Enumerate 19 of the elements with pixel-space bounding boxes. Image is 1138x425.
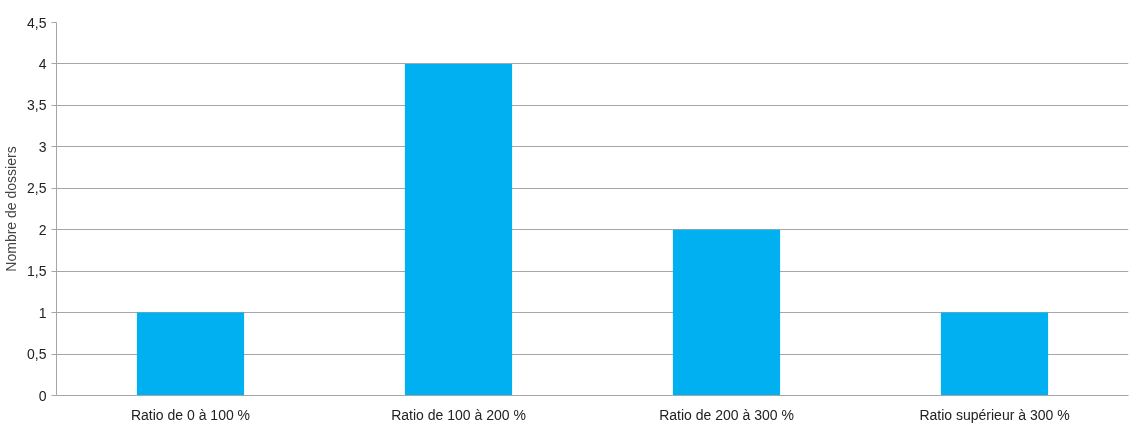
y-tick-label: 2 xyxy=(38,221,47,238)
y-tick-label: 4,5 xyxy=(27,14,47,31)
bar xyxy=(940,312,1049,396)
y-tick-label: 0 xyxy=(38,387,47,404)
x-tick-label: Ratio de 100 à 200 % xyxy=(391,406,526,423)
y-axis-title: Nombre de dossiers xyxy=(3,146,20,272)
y-tick-label: 3,5 xyxy=(27,97,47,114)
y-tick-label: 4 xyxy=(38,55,47,72)
y-tick-label: 0,5 xyxy=(27,346,47,363)
x-tick-label: Ratio supérieur à 300 % xyxy=(919,406,1070,423)
y-tick-label: 1 xyxy=(38,304,47,321)
bar xyxy=(136,312,245,396)
y-tick-label: 3 xyxy=(38,138,47,155)
y-tick-label: 1,5 xyxy=(27,263,47,280)
y-tick-label: 2,5 xyxy=(27,180,47,197)
x-tick-label: Ratio de 200 à 300 % xyxy=(659,406,794,423)
x-tick-label: Ratio de 0 à 100 % xyxy=(130,406,251,423)
bar xyxy=(404,63,513,396)
bar xyxy=(672,229,781,396)
